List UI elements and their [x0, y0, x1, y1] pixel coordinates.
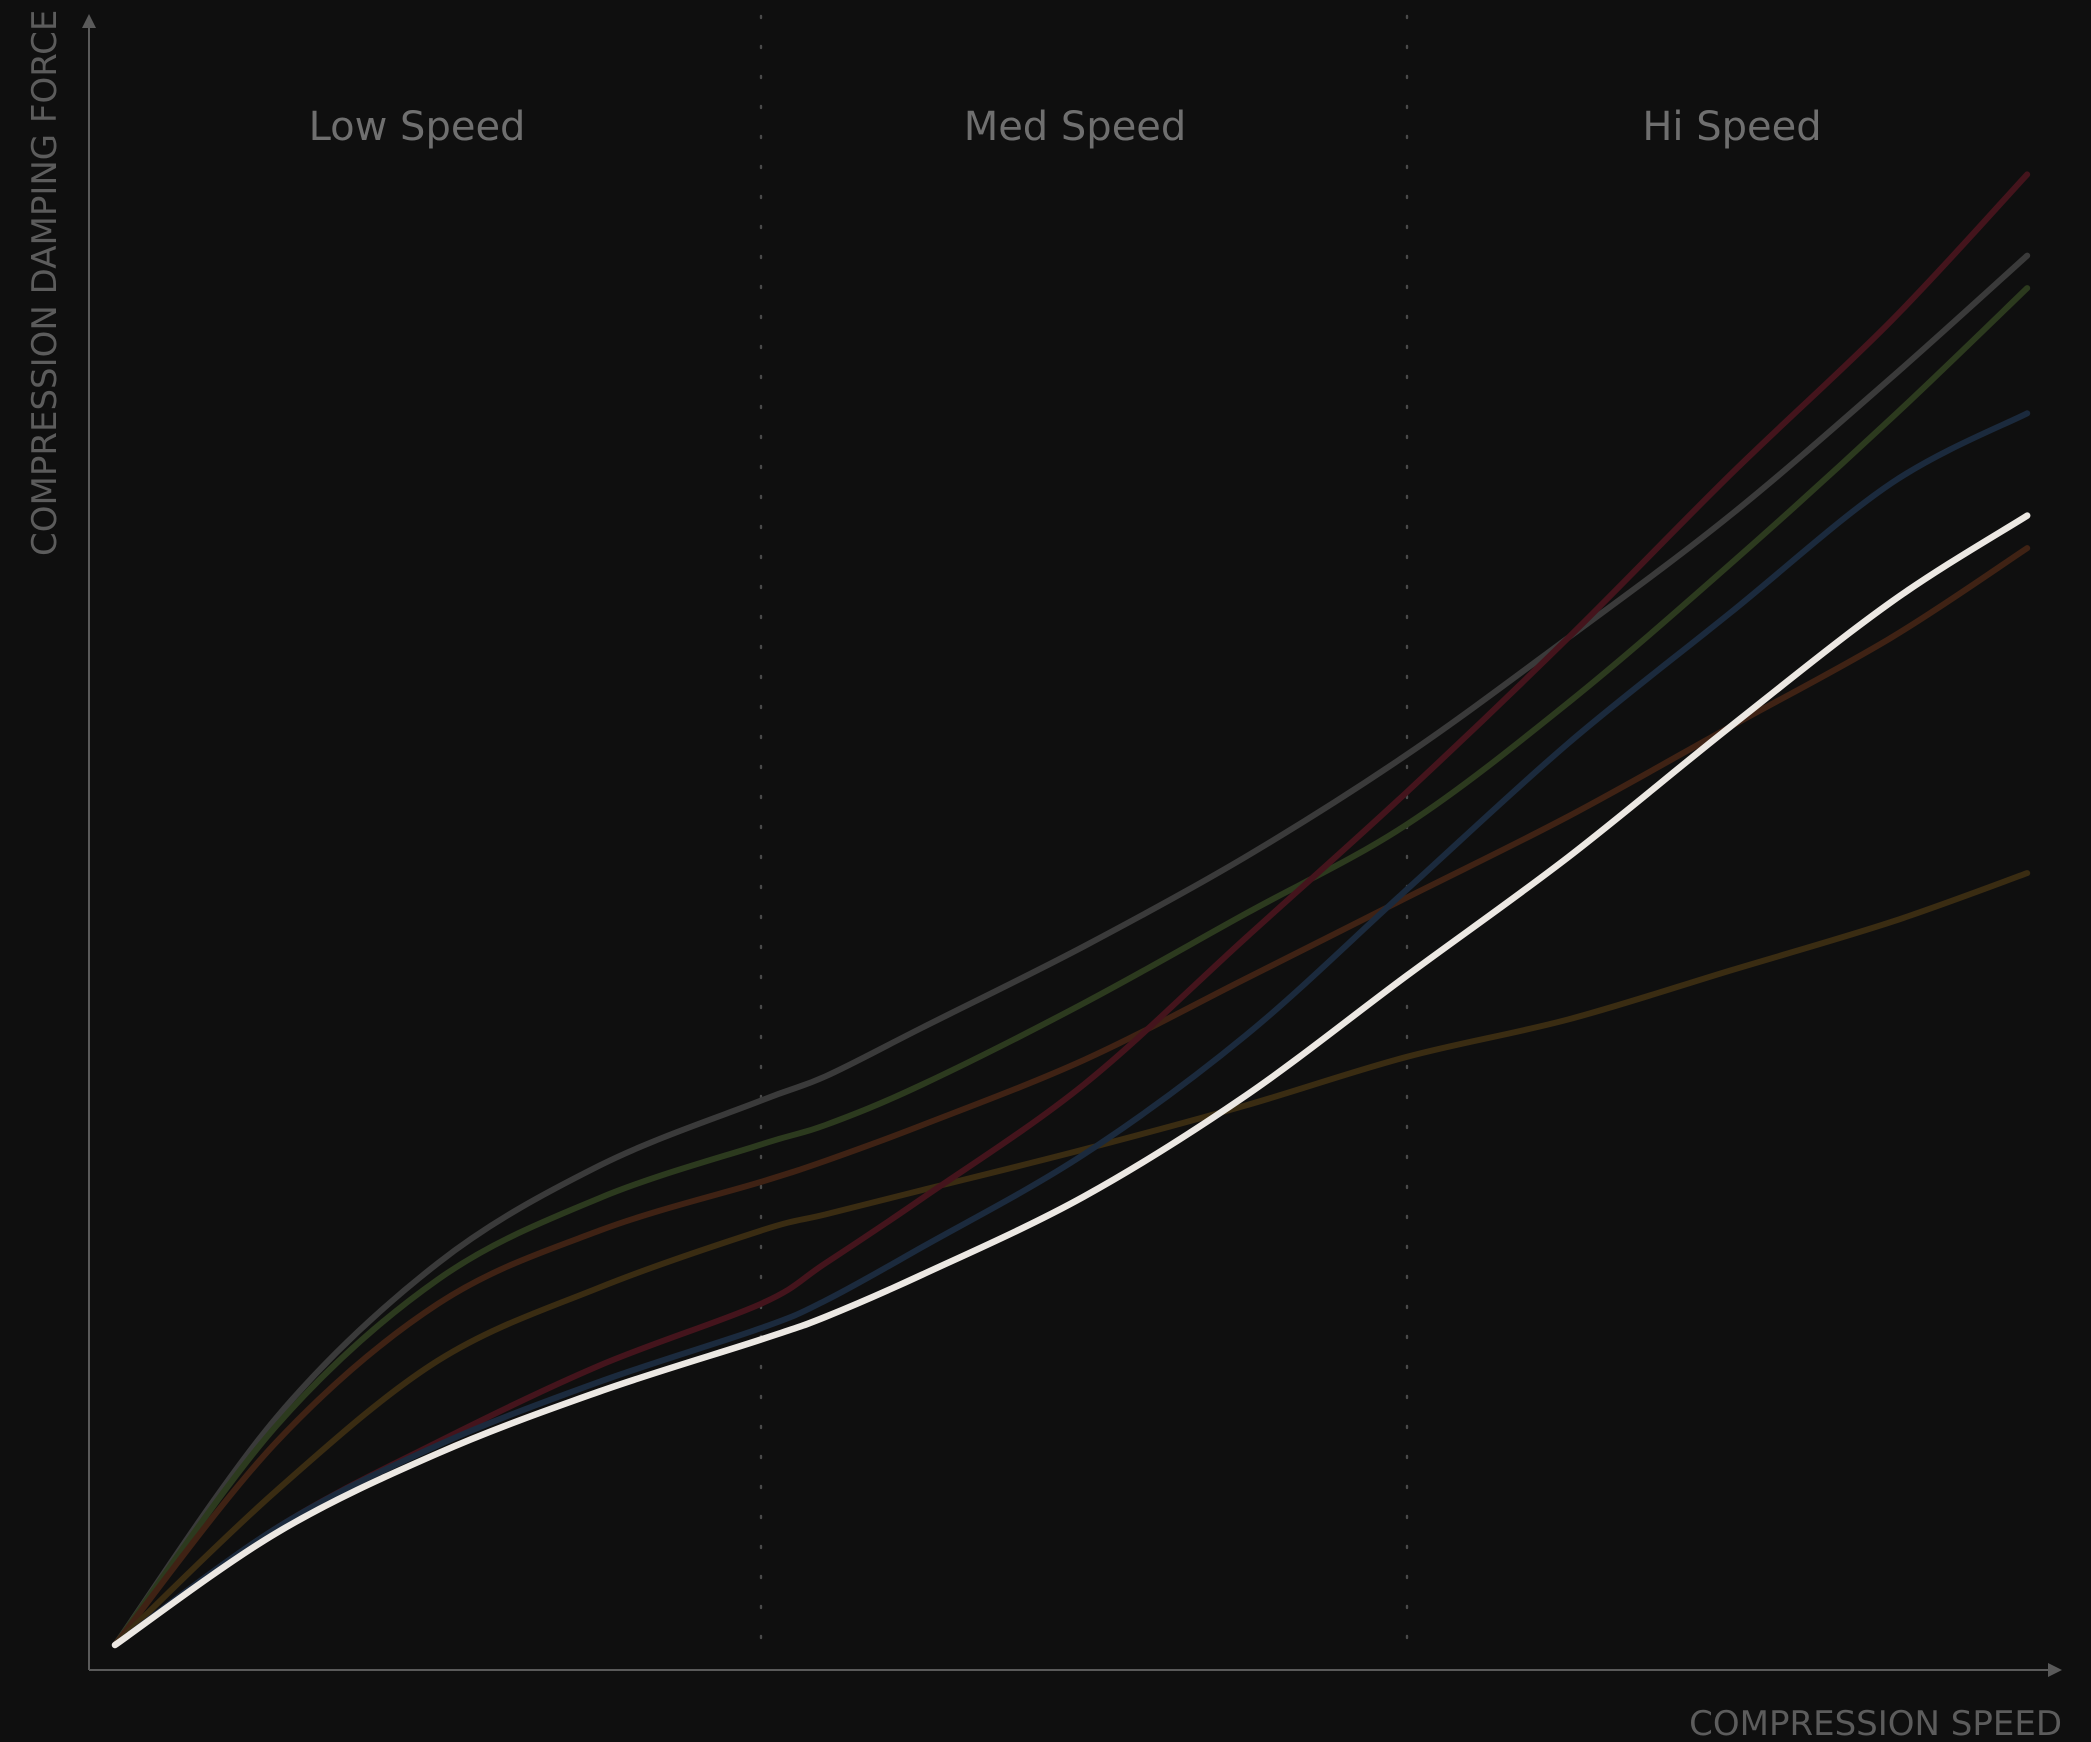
- curve-4: [112, 870, 2031, 1648]
- x-axis-arrow-icon: [2048, 1663, 2062, 1677]
- curve-highlighted: [111, 512, 2031, 1649]
- curve-5: [112, 171, 2031, 1648]
- curve-3: [112, 545, 2031, 1648]
- curve-1: [112, 252, 2031, 1648]
- zone-label-low: Low Speed: [309, 104, 526, 150]
- y-axis-arrow-icon: [82, 14, 96, 28]
- zone-label-med: Med Speed: [964, 104, 1187, 150]
- zone-dividers: [759, 14, 1409, 1662]
- y-axis-label: COMPRESSION DAMPING FORCE: [25, 10, 65, 556]
- curve-6: [112, 410, 2031, 1648]
- x-axis-label: COMPRESSION SPEED: [1689, 1704, 2062, 1742]
- zone-label-hi: Hi Speed: [1642, 104, 1821, 150]
- axes: [82, 14, 2062, 1677]
- curve-2: [112, 285, 2031, 1648]
- curves: [111, 171, 2031, 1649]
- labels: Low Speed Med Speed Hi Speed COMPRESSION…: [25, 10, 2062, 1742]
